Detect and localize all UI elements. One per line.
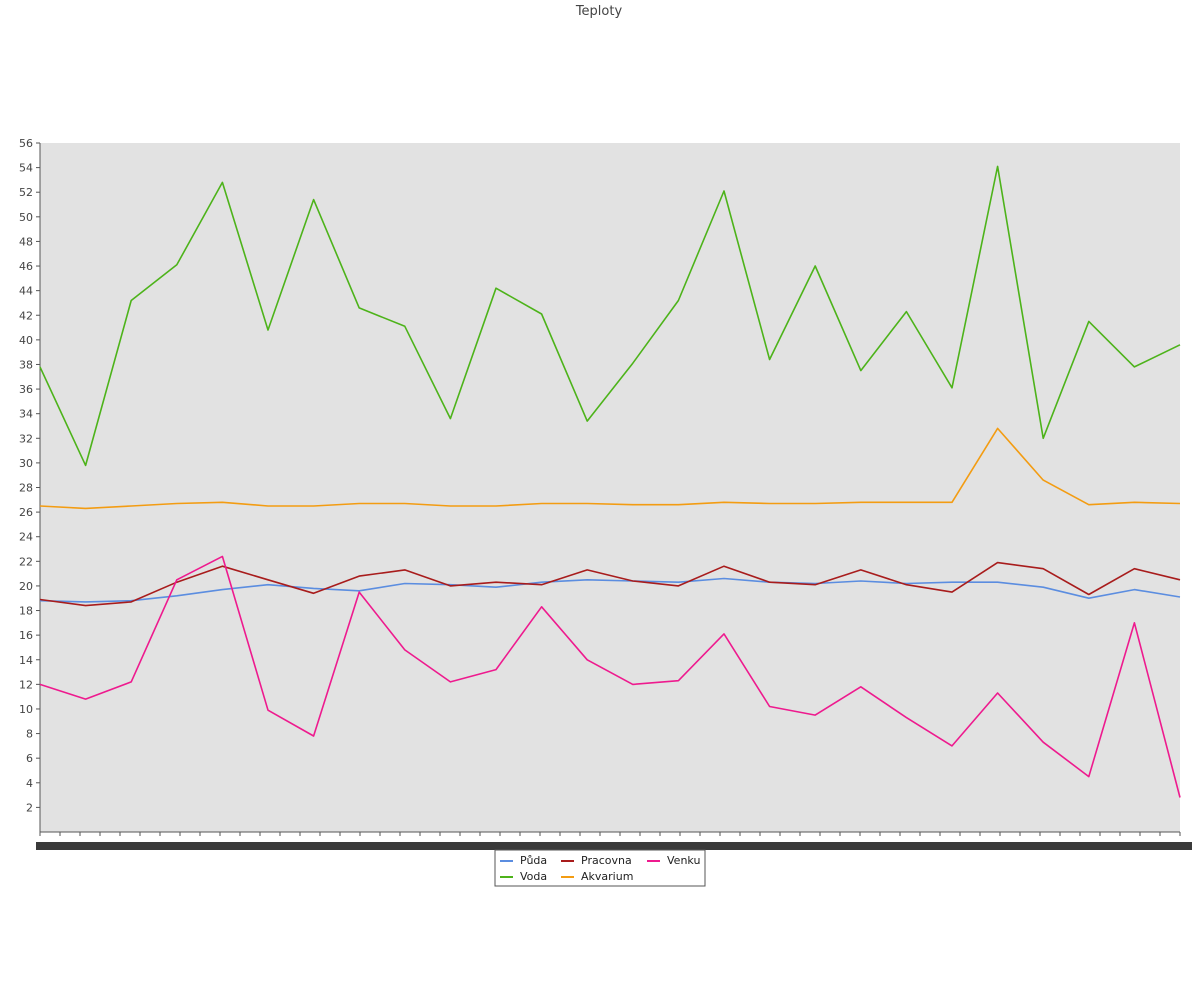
y-tick-label: 4 bbox=[26, 777, 33, 790]
legend-label-voda: Voda bbox=[520, 870, 547, 883]
series-line-venku bbox=[39, 555, 1181, 798]
y-tick-label: 36 bbox=[19, 383, 33, 396]
y-tick-label: 48 bbox=[19, 235, 33, 248]
y-axis: 2468101214161820222426283032343638404244… bbox=[19, 137, 41, 832]
series-line-akvarium bbox=[39, 427, 1181, 510]
y-tick-label: 2 bbox=[26, 801, 33, 814]
y-tick-label: 32 bbox=[19, 432, 33, 445]
legend-label-venku: Venku bbox=[667, 854, 700, 867]
series-line-pracovna bbox=[39, 561, 1181, 607]
legend-box bbox=[494, 849, 706, 887]
y-tick-label: 14 bbox=[19, 654, 33, 667]
y-tick-label: 44 bbox=[19, 285, 33, 298]
y-tick-label: 50 bbox=[19, 211, 33, 224]
chart-title: Teploty bbox=[575, 4, 623, 19]
legend: Půda Voda Pracovna Akvarium Venku bbox=[494, 849, 706, 887]
y-tick-label: 46 bbox=[19, 260, 33, 273]
y-tick-label: 12 bbox=[19, 678, 33, 691]
y-tick-label: 26 bbox=[19, 506, 33, 519]
y-tick-label: 34 bbox=[19, 408, 33, 421]
y-tick-label: 56 bbox=[19, 137, 33, 150]
y-tick-label: 22 bbox=[19, 555, 33, 568]
y-tick-label: 16 bbox=[19, 629, 33, 642]
y-tick-label: 38 bbox=[19, 358, 33, 371]
y-tick-label: 30 bbox=[19, 457, 33, 470]
x-axis bbox=[36, 831, 1192, 850]
plot-area bbox=[40, 143, 1180, 832]
y-tick-label: 28 bbox=[19, 482, 33, 495]
y-tick-label: 18 bbox=[19, 605, 33, 618]
y-tick-label: 6 bbox=[26, 752, 33, 765]
y-tick-label: 40 bbox=[19, 334, 33, 347]
series-layer bbox=[39, 165, 1181, 798]
y-tick-label: 8 bbox=[26, 728, 33, 741]
series-line-voda bbox=[39, 165, 1181, 467]
legend-label-pracovna: Pracovna bbox=[581, 854, 632, 867]
y-tick-label: 24 bbox=[19, 531, 33, 544]
legend-label-puda: Půda bbox=[520, 854, 547, 867]
x-tick-label-band bbox=[36, 842, 1192, 850]
legend-label-akvarium: Akvarium bbox=[581, 870, 633, 883]
y-tick-label: 42 bbox=[19, 309, 33, 322]
y-tick-label: 54 bbox=[19, 162, 33, 175]
series-line-p-da bbox=[39, 577, 1181, 603]
y-tick-label: 52 bbox=[19, 186, 33, 199]
y-tick-label: 20 bbox=[19, 580, 33, 593]
y-tick-label: 10 bbox=[19, 703, 33, 716]
